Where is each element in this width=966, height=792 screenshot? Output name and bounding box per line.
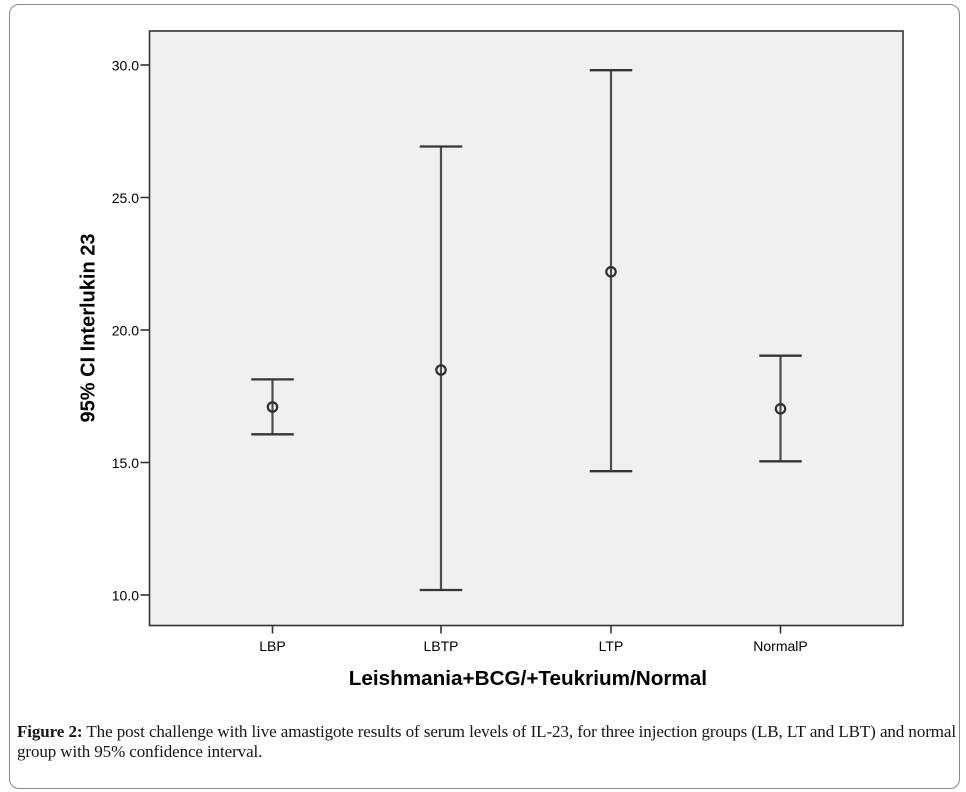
- svg-text:LBTP: LBTP: [423, 638, 458, 654]
- svg-text:15.0: 15.0: [112, 455, 139, 471]
- svg-text:NormalP: NormalP: [753, 638, 807, 654]
- svg-text:Leishmania+BCG/+Teukrium/Norma: Leishmania+BCG/+Teukrium/Normal: [349, 667, 707, 690]
- svg-text:20.0: 20.0: [112, 323, 139, 339]
- svg-text:LBP: LBP: [259, 638, 285, 654]
- svg-text:25.0: 25.0: [112, 190, 139, 206]
- svg-text:10.0: 10.0: [112, 588, 139, 604]
- svg-text:30.0: 30.0: [112, 58, 139, 74]
- svg-text:95% CI Interlukin 23: 95% CI Interlukin 23: [78, 234, 100, 423]
- svg-text:LTP: LTP: [599, 638, 624, 654]
